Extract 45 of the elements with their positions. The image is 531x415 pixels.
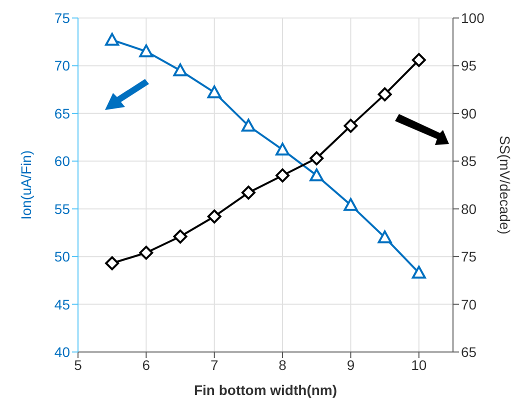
y2-axis-title: SS(mV/decade) xyxy=(497,136,514,234)
point xyxy=(378,87,392,102)
y2-tick-label: 100 xyxy=(461,10,485,26)
y2-tick-label: 75 xyxy=(461,248,477,265)
x-tick-label: 6 xyxy=(142,356,150,373)
point xyxy=(276,142,290,156)
point xyxy=(241,118,256,132)
y2-tick-label: 70 xyxy=(461,296,477,312)
point xyxy=(207,209,222,224)
y-tick-label: 55 xyxy=(54,200,70,217)
point xyxy=(378,230,392,244)
y2-tick-label: 85 xyxy=(461,153,477,170)
point xyxy=(310,168,324,182)
point xyxy=(276,168,290,182)
y2-tick-label: 90 xyxy=(461,105,477,122)
y2-tick-label: 95 xyxy=(461,58,477,74)
point xyxy=(139,44,154,58)
y-tick-label: 40 xyxy=(54,344,70,360)
y-tick-label: 70 xyxy=(54,58,70,74)
y-tick-label: 50 xyxy=(54,248,70,265)
point xyxy=(241,186,256,200)
point xyxy=(173,230,188,244)
x-tick-label: 7 xyxy=(210,356,218,373)
x-tick-label: 5 xyxy=(74,356,82,373)
y2-tick-label: 65 xyxy=(461,344,477,360)
point xyxy=(105,256,120,270)
point xyxy=(207,85,222,98)
y-tick-label: 45 xyxy=(54,296,70,312)
point xyxy=(139,246,154,260)
point xyxy=(344,198,358,211)
y-tick-label: 60 xyxy=(54,153,70,170)
point xyxy=(105,32,120,46)
x-tick-label: 10 xyxy=(411,356,427,373)
point xyxy=(412,266,426,279)
y-axis-title: Ion(uA/Fin) xyxy=(18,150,34,220)
x-axis-title: Fin bottom width(nm) xyxy=(194,382,338,398)
y-tick-label: 65 xyxy=(54,105,70,122)
point xyxy=(344,118,358,133)
y-tick-label: 75 xyxy=(54,10,70,26)
y2-tick-label: 80 xyxy=(461,200,477,217)
point xyxy=(412,52,426,67)
x-tick-label: 8 xyxy=(278,356,287,373)
point xyxy=(173,63,188,76)
point xyxy=(310,151,324,166)
x-tick-label: 9 xyxy=(346,356,355,373)
